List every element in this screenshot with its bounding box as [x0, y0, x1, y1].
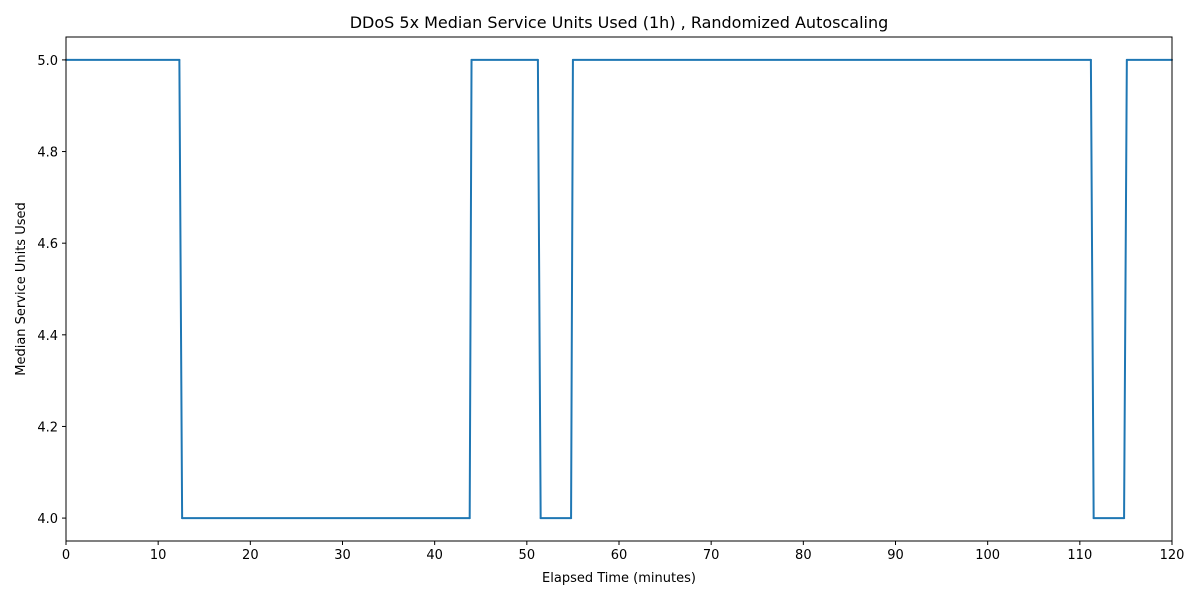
data-point: [178, 58, 181, 61]
x-tick-label: 50: [519, 548, 536, 563]
x-tick-label: 10: [150, 548, 167, 563]
chart-title: DDoS 5x Median Service Units Used (1h) ,…: [350, 13, 889, 32]
x-tick-label: 110: [1067, 548, 1092, 563]
y-tick-label: 5.0: [37, 54, 58, 69]
data-point: [571, 58, 574, 61]
plot-frame: [65, 36, 1173, 542]
y-tick-label: 4.6: [37, 237, 58, 252]
data-point: [570, 517, 573, 520]
x-tick-label: 40: [426, 548, 443, 563]
data-point: [536, 58, 539, 61]
y-tick-label: 4.2: [37, 420, 58, 435]
series-line-0: [66, 58, 1172, 520]
x-tick-label: 30: [334, 548, 351, 563]
y-tick-label: 4.4: [37, 329, 58, 344]
x-tick-label: 70: [703, 548, 720, 563]
x-tick-label: 80: [795, 548, 812, 563]
y-tick-label: 4.8: [37, 146, 58, 161]
x-tick-label: 100: [975, 548, 1000, 563]
data-point: [539, 517, 542, 520]
y-axis-label: Median Service Units Used: [14, 202, 29, 376]
data-point: [1089, 58, 1092, 61]
x-tick-label: 90: [887, 548, 904, 563]
x-axis: 0 10 20 30 40 50 60 70 80 90 100 110 120: [62, 541, 1185, 563]
x-tick-label: 20: [242, 548, 259, 563]
x-tick-label: 120: [1160, 548, 1185, 563]
plot-area: [65, 36, 1173, 542]
y-tick-label: 4.0: [37, 512, 58, 527]
x-tick-label: 60: [611, 548, 628, 563]
data-point: [1125, 58, 1128, 61]
data-point: [1092, 517, 1095, 520]
data-point: [470, 58, 473, 61]
data-point: [1123, 517, 1126, 520]
data-point: [468, 517, 471, 520]
x-axis-label: Elapsed Time (minutes): [542, 571, 696, 586]
x-tick-label: 0: [62, 548, 70, 563]
data-point: [181, 517, 184, 520]
y-axis: 4.0 4.2 4.4 4.6 4.8 5.0: [37, 54, 66, 527]
